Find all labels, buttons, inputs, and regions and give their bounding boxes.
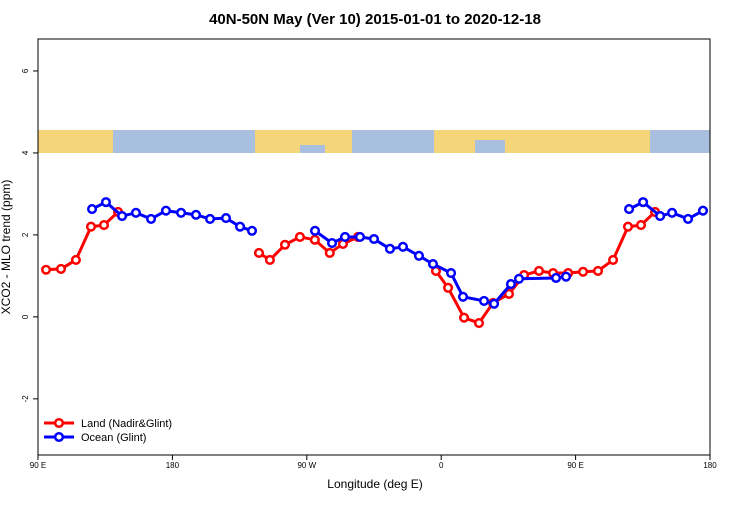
point	[622, 221, 634, 232]
point	[533, 265, 545, 277]
x-tick-label: 180	[166, 461, 180, 470]
point	[264, 254, 275, 265]
series-line	[91, 200, 704, 306]
x-tick-label: 90 W	[297, 461, 316, 470]
point	[204, 213, 216, 224]
point	[368, 233, 380, 245]
point	[354, 231, 366, 243]
point	[145, 213, 157, 224]
y-axis-label: XCO2 - MLO trend (ppm)	[0, 180, 13, 315]
point	[667, 207, 678, 218]
series-line	[45, 210, 657, 325]
legend-marker	[53, 431, 65, 443]
point	[85, 221, 97, 232]
point	[638, 197, 649, 208]
point	[513, 273, 525, 284]
point	[697, 205, 709, 216]
x-tick-label: 180	[703, 461, 717, 470]
point	[458, 312, 470, 323]
point	[176, 207, 187, 218]
map-strip	[38, 130, 710, 153]
point	[279, 239, 291, 250]
point	[397, 241, 409, 252]
x-tick-label: 90 E	[30, 461, 46, 470]
point	[560, 271, 572, 282]
y-tick-label: 6	[21, 68, 30, 73]
legend-label: Land (Nadir&Glint)	[81, 418, 172, 430]
point	[384, 243, 396, 254]
point	[160, 205, 172, 216]
point	[309, 234, 320, 245]
point	[682, 213, 694, 224]
point	[55, 263, 67, 274]
point	[87, 204, 98, 215]
point	[253, 247, 265, 258]
point	[100, 197, 111, 208]
point	[427, 258, 439, 270]
point	[41, 264, 52, 275]
point	[326, 238, 338, 249]
point	[446, 267, 457, 279]
x-tick-label: 90 E	[567, 461, 583, 470]
legend-label: Ocean (Glint)	[81, 432, 146, 444]
point	[309, 225, 321, 236]
point	[550, 272, 562, 283]
y-tick-label: -2	[21, 395, 30, 403]
x-tick-label: 0	[439, 461, 444, 470]
point	[592, 265, 604, 277]
point	[413, 250, 424, 261]
point	[479, 295, 490, 306]
point	[578, 266, 589, 277]
point	[294, 231, 305, 243]
point	[190, 209, 202, 220]
point	[608, 254, 619, 265]
point	[98, 220, 110, 231]
point	[489, 298, 500, 309]
y-tick-label: 0	[21, 314, 30, 319]
y-tick-label: 4	[21, 150, 30, 155]
point	[246, 225, 258, 236]
point	[443, 282, 454, 293]
point	[339, 231, 351, 243]
legend-marker	[53, 417, 65, 429]
point	[234, 221, 246, 232]
point	[220, 213, 232, 224]
y-tick-label: 2	[21, 232, 30, 237]
point	[457, 291, 469, 302]
plot-frame	[37, 38, 711, 456]
chart-title: 40N-50N May (Ver 10) 2015-01-01 to 2020-…	[209, 11, 541, 28]
point	[635, 220, 647, 231]
point	[324, 247, 335, 258]
point	[505, 279, 516, 290]
point	[473, 317, 485, 329]
point	[70, 254, 81, 265]
point	[117, 211, 128, 222]
point	[130, 207, 142, 218]
point	[655, 211, 666, 222]
point	[624, 204, 635, 215]
x-axis-label: Longitude (deg E)	[327, 477, 422, 491]
point	[503, 288, 515, 299]
